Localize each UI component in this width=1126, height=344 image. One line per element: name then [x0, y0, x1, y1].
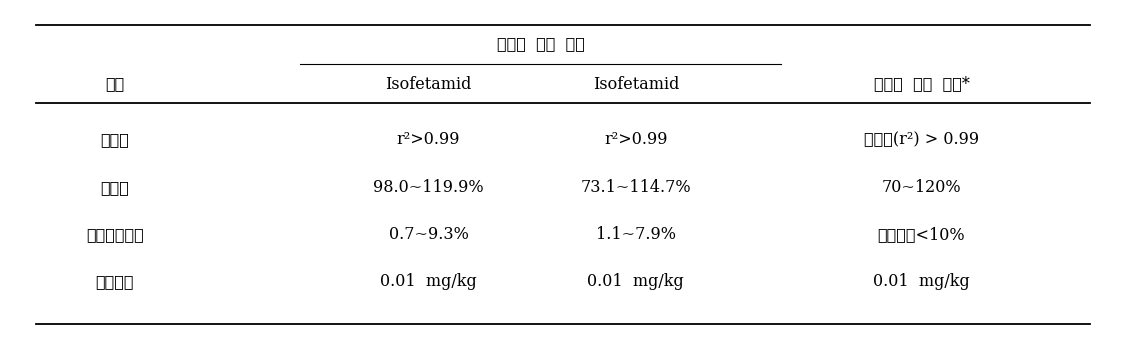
Text: 직선성: 직선성 [100, 131, 129, 148]
Text: 0.7~9.3%: 0.7~9.3% [388, 226, 468, 243]
Text: 상대표준편차: 상대표준편차 [86, 226, 144, 243]
Text: 70~120%: 70~120% [882, 179, 962, 196]
Text: 시험법  검증  결과: 시험법 검증 결과 [497, 35, 584, 52]
Text: 표준편차<10%: 표준편차<10% [878, 226, 965, 243]
Text: 73.1~114.7%: 73.1~114.7% [581, 179, 691, 196]
Text: r²>0.99: r²>0.99 [604, 131, 668, 148]
Text: 회수율: 회수율 [100, 179, 129, 196]
Text: Isofetamid: Isofetamid [385, 75, 472, 93]
Text: r²>0.99: r²>0.99 [396, 131, 461, 148]
Text: Isofetamid: Isofetamid [592, 75, 679, 93]
Text: 0.01  mg/kg: 0.01 mg/kg [381, 273, 477, 290]
Text: 직선성(r²) > 0.99: 직선성(r²) > 0.99 [864, 131, 980, 148]
Text: 0.01  mg/kg: 0.01 mg/kg [588, 273, 685, 290]
Text: 1.1~7.9%: 1.1~7.9% [596, 226, 676, 243]
Text: 항목: 항목 [105, 75, 125, 93]
Text: 정량한계: 정량한계 [96, 273, 134, 290]
Text: 0.01  mg/kg: 0.01 mg/kg [873, 273, 969, 290]
Text: 시험법  검증  기준*: 시험법 검증 기준* [874, 75, 969, 93]
Text: 98.0~119.9%: 98.0~119.9% [373, 179, 484, 196]
